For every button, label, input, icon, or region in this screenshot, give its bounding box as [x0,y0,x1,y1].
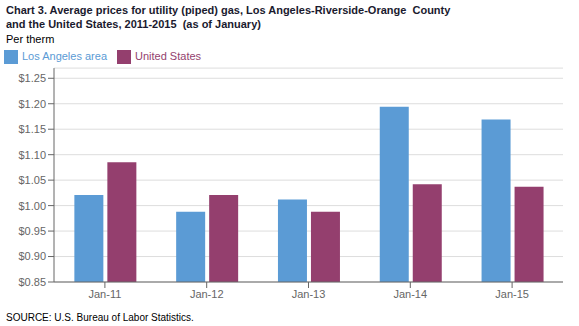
svg-text:$1.15: $1.15 [18,123,46,135]
html-text:and the United States, 2011-20: and the United States, 2011-2015 (as of … [6,18,261,30]
svg-text:$0.95: $0.95 [18,225,46,237]
svg-text:$1.00: $1.00 [18,200,46,212]
svg-text:Jan-12: Jan-12 [190,288,224,300]
html-text:United States: United States [135,50,202,62]
svg-text:$1.25: $1.25 [18,72,46,84]
svg-text:$1.05: $1.05 [18,174,46,186]
html-text:Chart 3. Average prices for ut: Chart 3. Average prices for utility (pip… [6,4,451,16]
svg-text:Jan-15: Jan-15 [495,288,529,300]
html-text:SOURCE: U.S. Bureau of Labor S: SOURCE: U.S. Bureau of Labor Statistics. [6,312,194,323]
svg-text:Jan-14: Jan-14 [393,288,427,300]
svg-text:$0.85: $0.85 [18,276,46,288]
svg-text:$1.20: $1.20 [18,98,46,110]
svg-text:$1.10: $1.10 [18,149,46,161]
svg-text:$0.90: $0.90 [18,250,46,262]
html-text:Los Angeles area: Los Angeles area [22,50,107,62]
svg-text:Jan-13: Jan-13 [292,288,326,300]
svg-text:Jan-11: Jan-11 [88,288,121,300]
html-text:Per therm: Per therm [6,33,55,45]
